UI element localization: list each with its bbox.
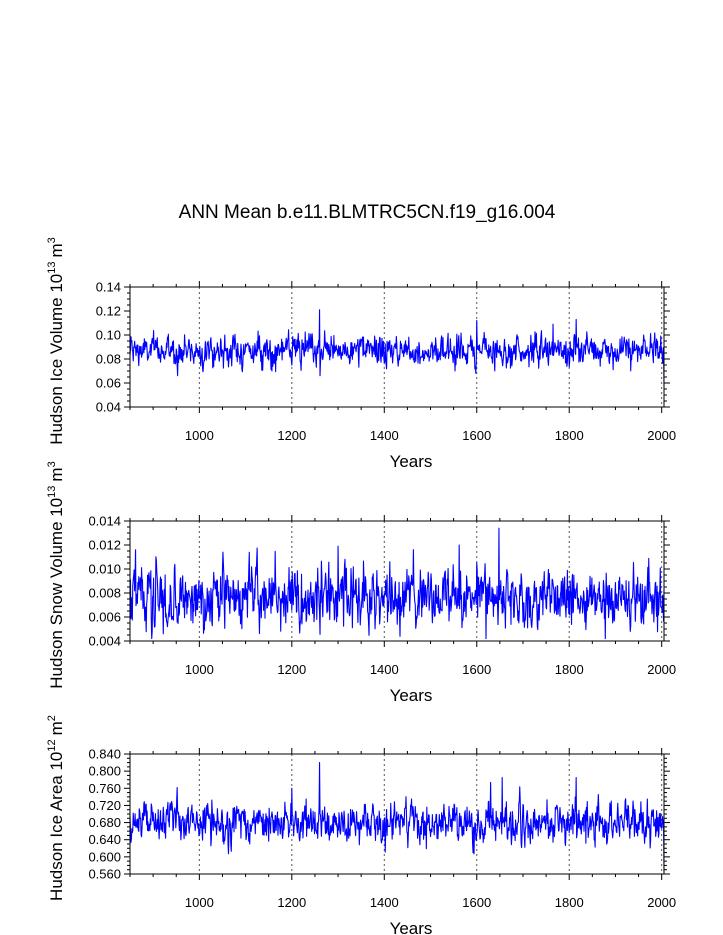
x-axis-label: Years <box>390 686 433 705</box>
y-tick-label: 0.680 <box>88 815 121 830</box>
y-tick-label: 0.840 <box>88 747 121 762</box>
y-tick-labels: 0.004 0.006 0.008 0.010 0.012 0.014 <box>88 514 121 649</box>
x-tick-label: 1800 <box>555 895 584 910</box>
x-axis-label: Years <box>390 919 433 935</box>
x-tick-label: 2000 <box>647 895 676 910</box>
x-grid-lines <box>198 287 663 407</box>
y-tick-label: 0.014 <box>88 514 121 529</box>
y-label-unit-exponent: 3 <box>46 461 58 467</box>
y-tick-label: 0.12 <box>96 304 121 319</box>
y-tick-label: 0.008 <box>88 586 121 601</box>
x-tick-labels: 1000 1200 1400 1600 1800 2000 <box>185 428 676 443</box>
chart-title: ANN Mean b.e11.BLMTRC5CN.f19_g16.004 <box>179 202 556 223</box>
y-label-exponent: 13 <box>46 261 58 273</box>
y-label-unit-exponent: 3 <box>46 237 58 243</box>
x-tick-label: 1600 <box>462 662 491 677</box>
y-tick-label: 0.640 <box>88 832 121 847</box>
x-tick-label: 2000 <box>647 662 676 677</box>
y-tick-label: 0.720 <box>88 798 121 813</box>
x-axis-label: Years <box>390 452 433 471</box>
x-tick-label: 1600 <box>462 428 491 443</box>
y-label-base: Hudson Ice Volume 10 <box>47 274 66 445</box>
y-axis-label: Hudson Snow Volume 1013 m3 <box>46 461 66 688</box>
x-tick-label: 1800 <box>555 428 584 443</box>
x-tick-label: 1000 <box>185 662 214 677</box>
y-tick-label: 0.012 <box>88 538 121 553</box>
x-tick-labels: 1000 1200 1400 1600 1800 2000 <box>185 895 676 910</box>
y-label-base: Hudson Ice Area 10 <box>47 752 66 901</box>
x-tick-label: 1200 <box>277 428 306 443</box>
y-tick-label: 0.760 <box>88 781 121 796</box>
y-axis-label: Hudson Ice Area 1012 m2 <box>46 715 66 901</box>
y-label-exponent: 12 <box>46 739 58 751</box>
y-tick-label: 0.560 <box>88 867 121 882</box>
x-grid-lines <box>198 754 663 874</box>
y-tick-label: 0.10 <box>96 328 121 343</box>
y-tick-label: 0.010 <box>88 562 121 577</box>
y-tick-label: 0.08 <box>96 352 121 367</box>
panel-snow-volume: 0.004 0.006 0.008 0.010 0.012 0.014 1000… <box>46 461 676 705</box>
x-tick-label: 1000 <box>185 895 214 910</box>
x-tick-label: 1400 <box>370 428 399 443</box>
y-tick-label: 0.06 <box>96 376 121 391</box>
x-tick-label: 1400 <box>370 895 399 910</box>
panel-ice-area: 0.560 0.600 0.640 0.680 0.720 0.760 0.80… <box>46 715 676 935</box>
x-tick-label: 1400 <box>370 662 399 677</box>
series-line-ice-area <box>129 762 665 872</box>
panel-ice-volume: 0.04 0.06 0.08 0.10 0.12 0.14 1000 1200 … <box>46 237 676 471</box>
x-tick-label: 1600 <box>462 895 491 910</box>
x-tick-label: 1200 <box>277 662 306 677</box>
y-label-base: Hudson Snow Volume 10 <box>47 498 66 689</box>
x-tick-labels: 1000 1200 1400 1600 1800 2000 <box>185 662 676 677</box>
y-label-exponent: 13 <box>46 486 58 498</box>
x-tick-label: 1000 <box>185 428 214 443</box>
y-tick-labels: 0.560 0.600 0.640 0.680 0.720 0.760 0.80… <box>88 747 121 882</box>
x-tick-label: 1200 <box>277 895 306 910</box>
y-label-unit-exponent: 2 <box>46 715 58 721</box>
y-tick-label: 0.006 <box>88 610 121 625</box>
y-tick-label: 0.04 <box>96 400 121 415</box>
y-axis-label: Hudson Ice Volume 1013 m3 <box>46 237 66 445</box>
y-label-unit: m <box>47 467 66 481</box>
y-tick-labels: 0.04 0.06 0.08 0.10 0.12 0.14 <box>96 280 121 415</box>
axis-ticks <box>124 515 670 647</box>
series-line-snow-volume <box>129 527 665 640</box>
x-tick-label: 1800 <box>555 662 584 677</box>
axis-ticks <box>124 281 670 413</box>
y-tick-label: 0.14 <box>96 280 121 295</box>
y-tick-label: 0.600 <box>88 849 121 864</box>
axis-ticks <box>124 748 670 880</box>
series-line-ice-volume <box>129 309 665 386</box>
x-tick-label: 2000 <box>647 428 676 443</box>
y-label-unit: m <box>47 243 66 257</box>
y-label-unit: m <box>47 721 66 735</box>
y-tick-label: 0.004 <box>88 634 121 649</box>
y-tick-label: 0.800 <box>88 764 121 779</box>
